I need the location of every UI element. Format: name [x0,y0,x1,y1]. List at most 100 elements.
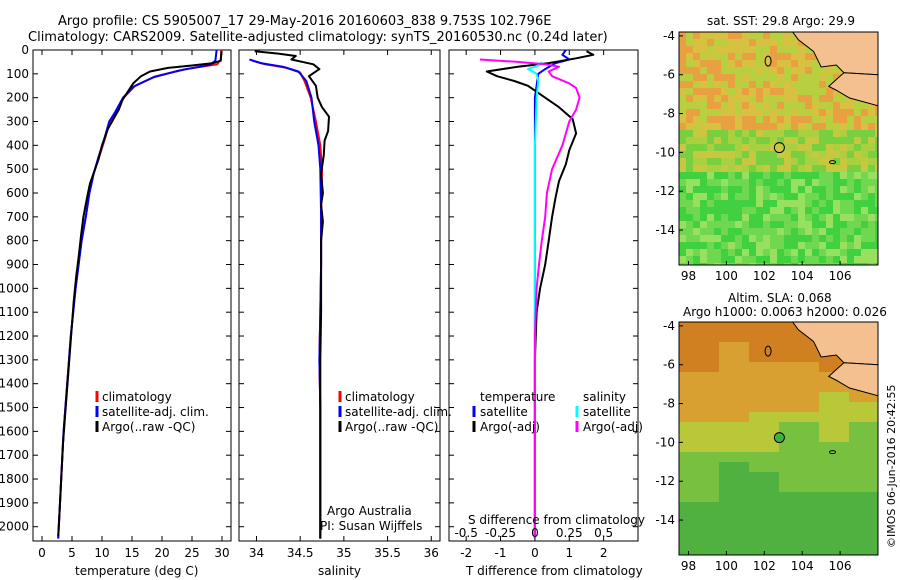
y-tick-label: 700 [6,210,29,224]
land-mass [827,72,878,107]
y-tick-label: 1000 [0,281,29,295]
sst-map-title: sat. SST: 29.8 Argo: 29.9 [707,14,856,28]
y-tick-label: 2000 [0,520,29,534]
x-tick-label: 15 [124,546,139,560]
land-mass [792,322,878,366]
island-outline [829,450,837,455]
map-y-tick-label: -4 [663,319,675,333]
map-y-tick-label: -12 [655,184,675,198]
x-tick-label: 5 [68,546,76,560]
x-tick-label: 0 [38,546,46,560]
series-line-4 [479,58,581,539]
difference-panel: -2 -1 0 1 2 -0.5 -0.25 0 0.25 0.5 [448,49,639,560]
s-legend-satellite: satellite-adj. clim. [345,405,452,419]
map-x-tick-label: 102 [753,559,776,573]
map-y-tick-label: -12 [655,474,675,488]
sla-map-title-1: Altim. SLA: 0.068 [728,291,832,305]
d-legend-s-argo: Argo(-adj) [583,420,643,434]
x-tick-label: 1 [565,546,573,560]
y-tick-label: 400 [6,138,29,152]
map-x-tick-label: 104 [791,559,814,573]
x-tick-label: 20 [154,546,169,560]
t-legend-climatology: climatology [102,390,172,404]
sla-map-panel: 98 100 102 104 106 -4 -6 -8 -10 -12 -14 [655,319,879,573]
x-tick-label: 34 [249,546,264,560]
map-x-tick-label: 100 [715,269,738,283]
s-xlabel: salinity [318,564,362,578]
y-tick-label: 1800 [0,472,29,486]
y-tick-label: 1600 [0,424,29,438]
y-tick-label: 100 [6,67,29,81]
plot-frame [238,49,441,542]
s-legend-climatology: climatology [345,390,415,404]
t-legend-satellite: satellite-adj. clim. [102,405,209,419]
map-x-tick-label: 106 [829,269,852,283]
series-line-2 [249,58,323,539]
series-line-1 [251,59,323,539]
map-y-tick-label: -10 [655,435,675,449]
y-tick-label: 1500 [0,401,29,415]
float-position-marker [773,142,785,154]
figure-title: Argo profile: CS 5905007_17 29-May-2016 … [58,14,552,29]
y-tick-label: 500 [6,162,29,176]
map-x-tick-label: 104 [791,269,814,283]
s-diff-tick-label: 0.5 [594,526,613,540]
series-line-3 [527,61,543,539]
d-xlabel: T difference from climatology [466,564,643,578]
y-tick-label: 1200 [0,329,29,343]
x-tick-label: 2 [600,546,608,560]
island-outline [764,345,772,357]
x-tick-label: 0 [531,546,539,560]
figure-subtitle: Climatology: CARS2009. Satellite-adjuste… [28,30,608,45]
x-tick-label: 34.5 [287,546,314,560]
y-tick-label: 300 [6,115,29,129]
map-y-tick-label: -4 [663,29,675,43]
sla-field [679,322,878,555]
d-legend-s-satellite: satellite [583,405,631,419]
x-tick-label: 36 [424,546,439,560]
land-mass [792,32,878,76]
series-line-3 [57,51,223,537]
map-y-tick-label: -8 [663,397,675,411]
sst-field [679,32,878,265]
x-tick-label: 25 [184,546,199,560]
d-legend-t-argo: Argo(-adj) [480,420,540,434]
land-mass [827,362,878,397]
s-diff-tick-label: -0.5 [454,526,477,540]
y-tick-label: 1900 [0,496,29,510]
map-frame [678,31,879,266]
sla-map-title-2: Argo h1000: 0.0063 h2000: 0.026 [683,305,887,319]
s-legend-argo: Argo(..raw -QC) [345,420,439,434]
x-tick-label: -2 [460,546,472,560]
s-diff-tick-label: -0.25 [485,526,516,540]
series-line-3 [254,50,330,539]
y-tick-label: 600 [6,186,29,200]
credit-pi: PI: Susan Wijffels [320,519,423,533]
map-x-tick-label: 100 [715,559,738,573]
x-tick-label: 10 [94,546,109,560]
s-diff-tick-label: 0.25 [556,526,583,540]
map-y-tick-label: -8 [663,107,675,121]
temperature-panel: 0 5 10 15 20 25 300100200300400500600700800900… [0,43,232,560]
credit-agency: Argo Australia [327,504,412,518]
imos-watermark: ©IMOS 06-Jun-2016 20:42:55 [885,384,898,548]
map-y-tick-label: -10 [655,145,675,159]
plot-frame [448,49,639,542]
map-x-tick-label: 102 [753,269,776,283]
x-tick-label: -1 [495,546,507,560]
y-tick-label: 0 [21,43,29,57]
y-tick-label: 1700 [0,448,29,462]
map-y-tick-label: -6 [663,68,675,82]
t-xlabel: temperature (deg C) [75,564,199,578]
y-tick-label: 200 [6,91,29,105]
series-line-2 [57,49,218,539]
s-diff-tick-label: 0 [531,526,539,540]
y-tick-label: 1100 [0,305,29,319]
x-tick-label: 30 [214,546,229,560]
y-tick-label: 1400 [0,377,29,391]
d-legend-t-satellite: satellite [480,405,528,419]
x-tick-label: 35.5 [374,546,401,560]
map-x-tick-label: 106 [829,559,852,573]
